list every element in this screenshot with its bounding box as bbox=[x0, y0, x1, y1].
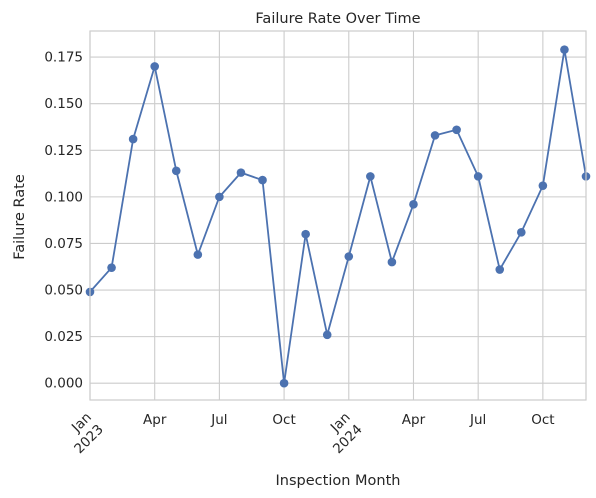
y-tick-label: 0.125 bbox=[44, 143, 83, 159]
data-point bbox=[560, 45, 569, 54]
y-tick-label: 0.175 bbox=[44, 50, 83, 66]
series-line bbox=[89, 48, 587, 385]
x-tick-label: Apr bbox=[143, 412, 167, 428]
data-point bbox=[366, 172, 375, 181]
data-point bbox=[430, 131, 440, 140]
data-point bbox=[409, 200, 418, 209]
y-tick-label: 0.050 bbox=[44, 283, 83, 299]
x-tick-label: Jul bbox=[469, 412, 486, 428]
data-point bbox=[322, 330, 332, 340]
x-tick-label: Oct bbox=[272, 412, 295, 428]
data-point bbox=[301, 229, 310, 239]
y-axis-label: Failure Rate bbox=[12, 174, 28, 260]
y-tick-label: 0.075 bbox=[44, 236, 83, 252]
data-point bbox=[517, 227, 526, 237]
data-point bbox=[387, 257, 397, 267]
data-point bbox=[193, 250, 203, 259]
data-point bbox=[150, 62, 159, 71]
x-tick-label: Apr bbox=[402, 412, 426, 428]
y-tick-labels: 0.000 0.025 0.050 0.075 0.100 0.125 0.150 0.175 bbox=[44, 50, 83, 392]
data-point bbox=[171, 166, 181, 176]
data-point bbox=[236, 168, 246, 177]
data-point bbox=[107, 263, 116, 272]
data-point bbox=[344, 252, 354, 261]
grid-lines bbox=[89, 31, 586, 400]
data-point bbox=[279, 378, 289, 388]
x-tick-label: Oct bbox=[531, 412, 554, 428]
data-point bbox=[538, 181, 548, 190]
data-point bbox=[215, 192, 224, 202]
data-point bbox=[452, 125, 461, 135]
y-tick-label: 0.100 bbox=[44, 189, 83, 205]
data-point bbox=[258, 175, 267, 185]
data-point bbox=[473, 172, 483, 181]
chart-title: Failure Rate Over Time bbox=[255, 11, 420, 27]
plot-frame bbox=[89, 30, 587, 401]
data-point bbox=[128, 134, 138, 144]
x-tick-label: Jul bbox=[210, 412, 227, 428]
y-tick-label: 0.000 bbox=[44, 376, 83, 392]
y-tick-label: 0.025 bbox=[44, 329, 83, 345]
series-layer bbox=[85, 45, 591, 388]
y-tick-label: 0.150 bbox=[44, 96, 83, 112]
x-axis-label: Inspection Month bbox=[276, 473, 401, 489]
data-point bbox=[495, 265, 505, 274]
